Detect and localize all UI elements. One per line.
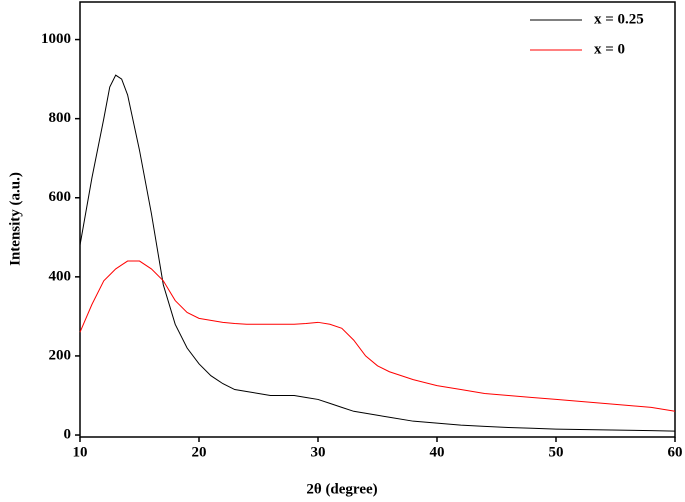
x-tick-label: 30 — [311, 444, 326, 460]
x-tick-label: 20 — [192, 444, 207, 460]
x-axis-label: 2θ (degree) — [306, 481, 377, 497]
y-tick-label: 400 — [49, 268, 72, 284]
y-tick-label: 0 — [64, 426, 72, 442]
series-line — [79, 74, 676, 432]
x-tick-label: 40 — [430, 444, 445, 460]
y-tick-label: 200 — [49, 347, 72, 363]
x-tick-label: 50 — [549, 444, 564, 460]
y-tick-label: 1000 — [41, 31, 71, 47]
y-tick-label: 600 — [49, 189, 72, 205]
x-tick-label: 10 — [73, 444, 88, 460]
y-tick-label: 800 — [49, 110, 72, 126]
x-tick-label: 60 — [668, 444, 683, 460]
series-line — [79, 260, 676, 412]
legend-label: x = 0 — [594, 41, 625, 57]
legend-label: x = 0.25 — [594, 11, 644, 27]
plot-frame — [79, 1, 676, 438]
y-axis-label: Intensity (a.u.) — [7, 172, 23, 266]
